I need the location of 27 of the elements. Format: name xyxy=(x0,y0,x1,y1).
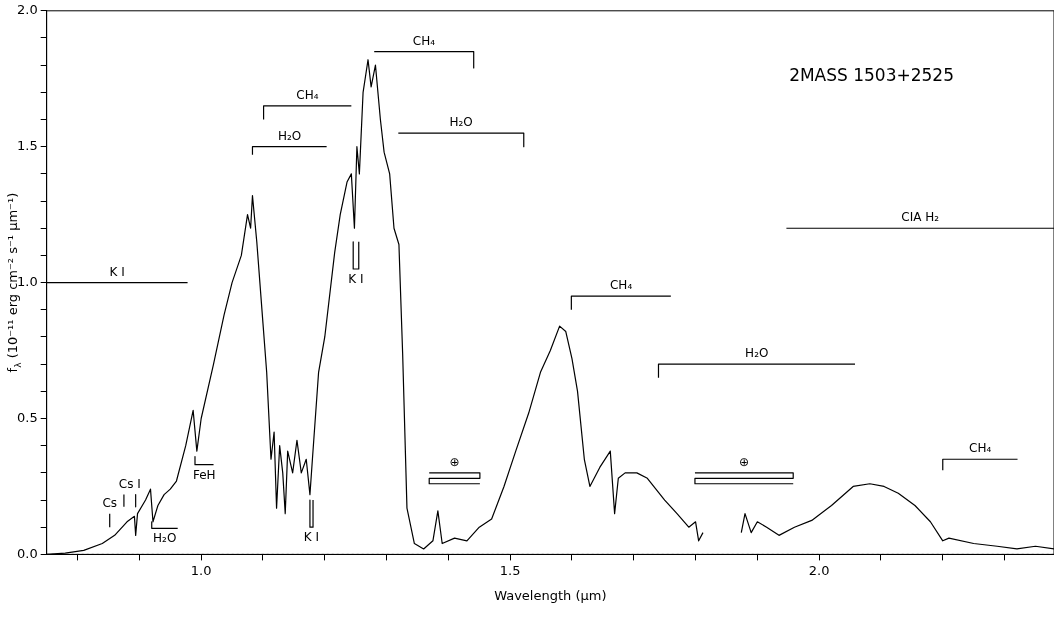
series-label: CH₄ xyxy=(609,278,633,293)
x-tick-label: 2.0 xyxy=(808,562,830,578)
x-tick-label: 1.5 xyxy=(499,562,521,578)
series-label: K I xyxy=(348,272,364,287)
x-axis-title: Wavelength (μm) xyxy=(494,587,607,603)
y-tick-label: 2.0 xyxy=(16,2,38,18)
series-label: H₂O xyxy=(277,128,302,143)
series-label: ⊕ xyxy=(449,454,460,469)
series-label: CH₄ xyxy=(412,33,436,48)
series-label: H₂O xyxy=(449,115,473,130)
series-label: K I xyxy=(109,264,125,279)
annotation: 2MASS 1503+2525 xyxy=(789,65,954,86)
series-label: ⊕ xyxy=(739,454,750,469)
series-label: H₂O xyxy=(745,346,769,361)
series-label: H₂O xyxy=(153,531,177,546)
series-label: CIA H₂ xyxy=(901,210,940,225)
x-tick-label: 1.0 xyxy=(190,562,212,578)
series-label: CH₄ xyxy=(969,441,992,456)
series-label: Cs xyxy=(102,495,118,510)
series-label: CH₄ xyxy=(296,88,319,103)
y-tick-label: 0.5 xyxy=(16,409,38,425)
y-tick-label: 1.5 xyxy=(16,138,38,154)
y-tick-label: 1.0 xyxy=(16,273,38,289)
series-label: Cs I xyxy=(118,476,141,491)
y-tick-label: 0.0 xyxy=(16,545,38,561)
series-label: FeH xyxy=(192,467,216,482)
series-label: K I xyxy=(303,530,320,545)
